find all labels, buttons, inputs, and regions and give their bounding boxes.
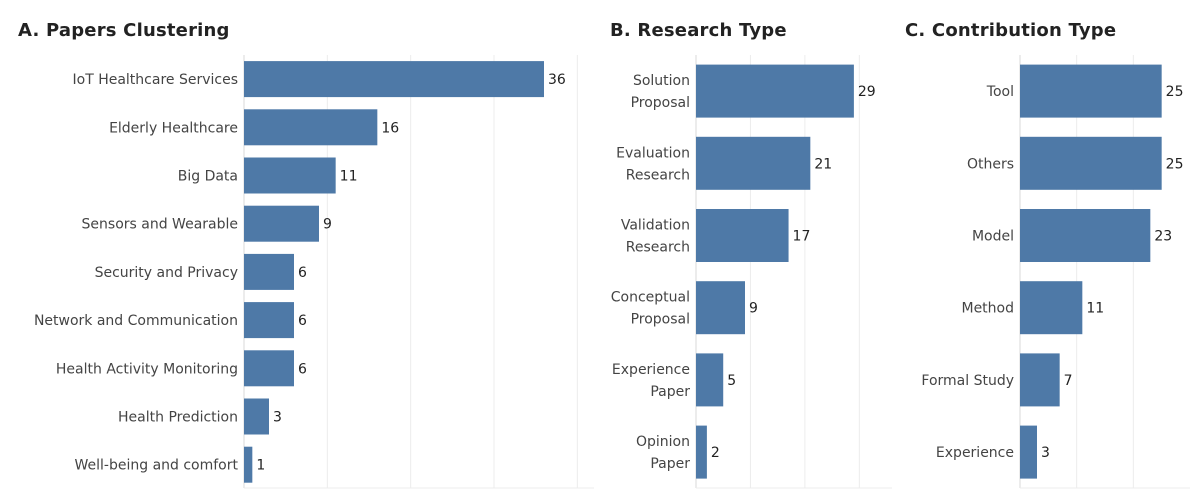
bar: [1020, 64, 1162, 118]
category-label: Experience Paper: [612, 362, 690, 400]
data-label: 6: [298, 265, 307, 281]
category-label: Experience: [936, 445, 1014, 461]
category-label: Elderly Healthcare: [109, 120, 238, 136]
bar: [244, 61, 544, 98]
bar: [1020, 353, 1060, 407]
data-label: 7: [1064, 373, 1073, 389]
bar: [696, 425, 707, 479]
bar: [696, 353, 724, 407]
data-label: 17: [793, 229, 811, 245]
category-label: Health Prediction: [118, 410, 238, 426]
panel-research-type: B. Research Type 29 Solution Proposal 21 Eva…: [600, 0, 895, 500]
data-label: 11: [1086, 301, 1104, 317]
bar: [696, 136, 811, 190]
category-label: Opinion Paper: [636, 434, 690, 472]
bar: [244, 398, 269, 435]
chart-title: C. Contribution Type: [905, 20, 1117, 41]
category-label: Method: [961, 301, 1014, 317]
data-label: 1: [256, 458, 265, 474]
data-label: 25: [1166, 84, 1184, 100]
bar: [696, 281, 745, 335]
category-label-line: Experience: [612, 362, 690, 378]
data-label: 2: [711, 445, 720, 461]
category-label: Conceptual Proposal: [611, 290, 690, 328]
bar: [244, 157, 336, 194]
chart-title: B. Research Type: [610, 20, 787, 41]
bar: [696, 209, 789, 262]
data-label: 3: [273, 410, 282, 426]
category-label-line: Research: [626, 167, 690, 183]
data-label: 11: [340, 169, 358, 185]
bar: [244, 205, 319, 242]
bar: [1020, 425, 1037, 479]
data-label: 3: [1041, 445, 1050, 461]
data-label: 25: [1166, 156, 1184, 172]
category-label: Health Activity Monitoring: [56, 361, 238, 377]
category-label-line: Solution: [633, 73, 690, 89]
bar: [244, 109, 378, 146]
category-label-line: Research: [626, 240, 690, 256]
data-label: 6: [298, 313, 307, 329]
category-label: Sensors and Wearable: [82, 217, 238, 233]
data-label: 23: [1154, 229, 1172, 245]
category-label: Validation Research: [621, 218, 690, 256]
category-label: Formal Study: [921, 373, 1014, 389]
category-label: IoT Healthcare Services: [73, 72, 239, 88]
bar: [244, 302, 294, 339]
category-label-line: Opinion: [636, 434, 690, 450]
category-label: Well-being and comfort: [75, 458, 239, 474]
bar: [244, 350, 294, 387]
data-label: 16: [381, 120, 399, 136]
chart-title: A. Papers Clustering: [18, 20, 230, 41]
data-label: 36: [548, 72, 566, 88]
category-label-line: Validation: [621, 218, 690, 234]
category-label: Network and Communication: [34, 313, 238, 329]
panel-contribution-type: C. Contribution Type 25 Tool 25 Others 23 Mod…: [895, 0, 1200, 500]
bar: [1020, 281, 1083, 335]
category-label-line: Paper: [650, 456, 690, 472]
data-label: 21: [814, 156, 832, 172]
category-label: Evaluation Research: [616, 145, 690, 183]
category-label: Model: [972, 229, 1014, 245]
data-label: 9: [323, 217, 332, 233]
category-label: Big Data: [178, 169, 238, 185]
category-label: Security and Privacy: [95, 265, 238, 281]
contribution-type-chart: 25 Tool 25 Others 23 Model 11 Method 7 Formal Stu…: [921, 55, 1190, 489]
bar: [1020, 136, 1162, 190]
category-label-line: Paper: [650, 384, 690, 400]
category-label-line: Evaluation: [616, 145, 690, 161]
category-label: Solution Proposal: [631, 73, 690, 111]
category-label-line: Proposal: [631, 312, 690, 328]
category-label: Others: [967, 156, 1014, 172]
bar: [244, 446, 253, 483]
bar: [1020, 209, 1151, 262]
data-label: 5: [727, 373, 736, 389]
panel-papers-clustering: A. Papers Clustering 36 IoT Healthcare Se…: [18, 20, 594, 489]
data-label: 6: [298, 361, 307, 377]
bar: [244, 253, 294, 290]
category-label-line: Conceptual: [611, 290, 690, 306]
category-label: Tool: [986, 84, 1014, 100]
data-label: 9: [749, 301, 758, 317]
bar: [696, 64, 854, 118]
data-label: 29: [858, 84, 876, 100]
category-label-line: Proposal: [631, 95, 690, 111]
